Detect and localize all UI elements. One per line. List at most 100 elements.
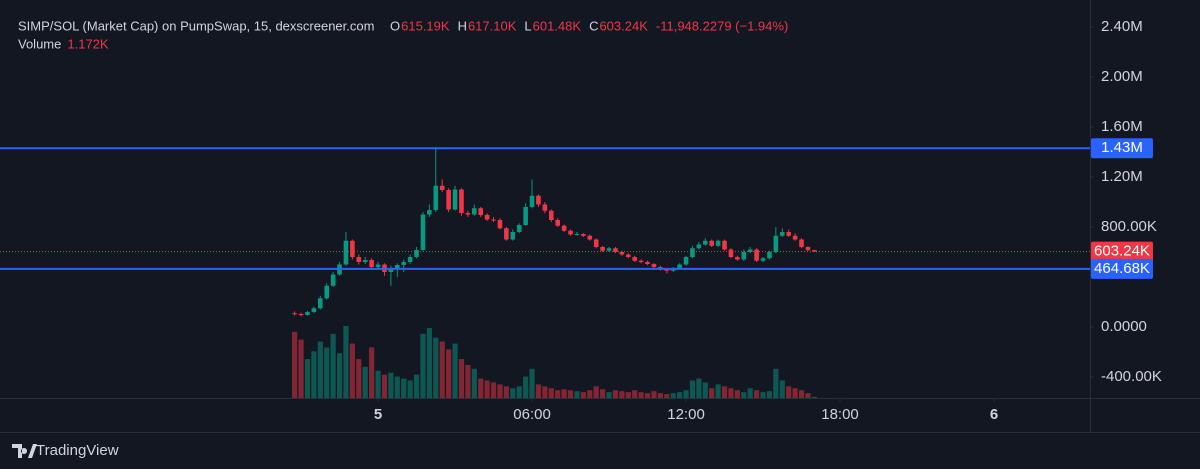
volume-bar [683,390,689,398]
candle-body [600,247,605,251]
candle-body [504,228,509,240]
candle-body [471,208,477,215]
candle-body [484,215,490,220]
x-tick-label: 12:00 [667,406,705,423]
volume-bar [644,393,651,398]
candle-body [568,230,573,235]
volume-bar [401,378,407,398]
candle-body [433,185,439,210]
volume-bar [805,393,811,398]
volume-bar [298,339,304,398]
candle-body [414,250,419,257]
y-tick-label: 1.20M [1101,168,1143,185]
volume-bar [458,359,465,398]
price-line-box [1091,258,1153,279]
volume-bar [324,347,330,398]
candle-body [792,235,798,240]
plot-area [292,147,817,398]
candle-body [561,225,567,231]
ohlc-value: 603.24K [599,18,648,33]
volume-bar [330,333,336,398]
candle-body [516,225,522,232]
volume-bar [548,388,554,398]
candle-body [606,248,612,251]
candle-body [350,240,355,257]
candle-body [619,252,625,255]
candle-body [638,260,644,262]
volume-bar [516,386,522,398]
volume-bar [664,394,670,398]
candle-body [362,260,368,262]
ohlc-key: L [524,18,531,33]
candle-body [683,257,689,265]
candle-body [696,244,702,249]
y-tick-label: -400.00K [1101,368,1162,385]
volume-bar [497,384,503,398]
candle-body [767,252,772,259]
candle-body [529,195,535,207]
volume-bar [677,392,683,398]
ohlc-key: O [390,18,400,33]
candle-body [645,262,650,264]
volume-bar [792,388,798,398]
y-tick-label: 2.40M [1101,18,1143,35]
volume-bar [638,392,644,398]
volume-bar [606,392,612,398]
brand[interactable]: TradingView [12,442,119,459]
candle-body [587,235,593,240]
volume-bar [471,368,477,398]
volume-bar [439,341,445,398]
volume-bar [798,390,805,398]
candle-body [735,257,740,260]
candle-body [747,249,753,252]
volume-bar [555,390,561,398]
candle-body [439,185,445,190]
candle-body [690,248,695,257]
candle-body [702,240,708,245]
candle-body [292,313,297,315]
candle-body [613,248,618,252]
legend: SIMP/SOL (Market Cap) on PumpSwap, 15, d… [18,18,374,33]
candle-body [709,240,714,246]
volume-bar [311,351,317,398]
volume-key: Volume [18,36,61,51]
volume-bar [420,333,426,398]
candle-body [715,240,721,246]
volume-value: 1.172K [67,36,109,51]
volume-bar [760,392,766,398]
volume-bar [503,386,509,398]
candle-body [728,249,734,257]
candle-body [401,262,407,265]
candle-body [343,240,349,265]
candle-body [388,268,394,272]
volume-bar [709,388,715,398]
candle-body [805,247,811,251]
candle-body [427,210,432,215]
volume-bar [465,364,471,398]
candle-body [625,254,631,257]
x-tick-label: 6 [990,406,998,423]
candle-body [311,308,317,312]
volume-bar [542,386,548,398]
candle-body [799,239,804,247]
volume-bar [349,343,355,398]
volume-bar [446,349,452,398]
volume-bar [632,390,638,398]
volume-bar [696,378,702,398]
volume-bar [625,392,631,398]
ohlc-key: H [458,18,467,33]
volume-bar [484,380,490,398]
volume-bar [426,327,432,398]
volume-bar [452,343,458,398]
candle-body [574,234,580,235]
y-tick-label: 0.0000 [1101,318,1147,335]
candle-body [452,189,458,210]
candle-body [356,257,362,262]
candle-body [497,220,503,229]
volume-bar [670,393,676,398]
candle-body [510,232,516,240]
volume-bar [394,376,400,398]
candle-body [330,274,336,286]
